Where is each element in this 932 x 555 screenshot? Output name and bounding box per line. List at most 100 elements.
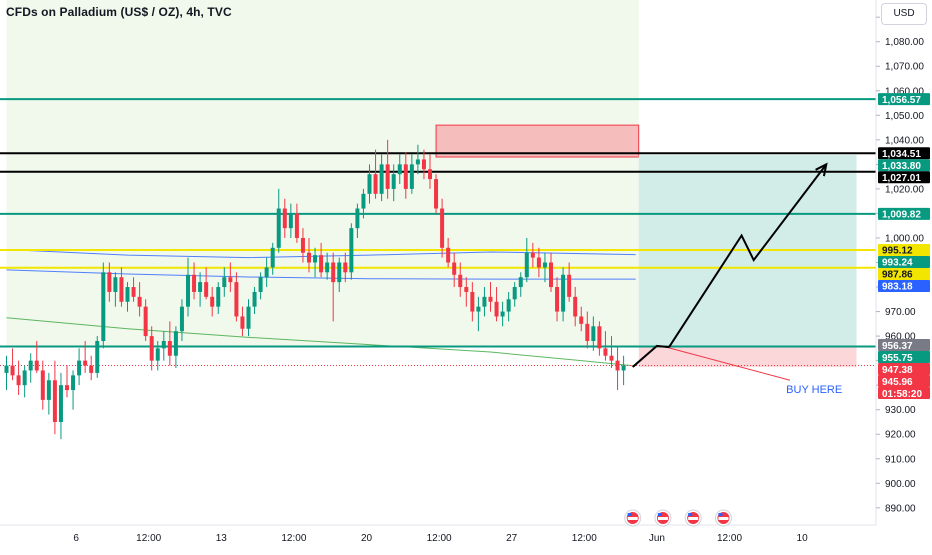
candle-body <box>22 370 27 386</box>
candle-body <box>95 341 100 373</box>
candle-body <box>137 296 142 307</box>
candle-body <box>240 316 245 329</box>
candle <box>131 277 136 302</box>
candle <box>167 321 172 366</box>
buy-here-label: BUY HERE <box>786 384 842 396</box>
price-label-box <box>878 243 930 256</box>
green-band <box>6 0 639 347</box>
candle <box>385 139 390 199</box>
time-tick-label: 12:00 <box>281 533 306 544</box>
economic-event-icon[interactable] <box>624 509 642 527</box>
price-label-tag: 987.86 <box>878 267 930 281</box>
price-label-box <box>878 159 930 172</box>
candle-body <box>361 193 366 209</box>
supply-zone <box>435 124 640 158</box>
candle-body <box>192 274 197 292</box>
candle-body <box>512 287 517 300</box>
candle-body <box>167 341 172 356</box>
candle <box>294 203 299 243</box>
price-label-box <box>878 147 930 160</box>
price-label-text: 983.18 <box>882 282 913 293</box>
candle-body <box>373 174 378 194</box>
price-label-tag: 1,009.82 <box>878 207 930 221</box>
candle-body <box>488 296 493 302</box>
price-label-box <box>878 93 930 106</box>
candle-body <box>319 255 324 273</box>
candle <box>488 282 493 312</box>
candle-body <box>161 341 166 349</box>
price-label-tag: 1,033.80 <box>878 159 930 172</box>
price-label-box <box>878 363 930 376</box>
candle-body <box>470 291 475 312</box>
candle <box>155 341 160 371</box>
economic-event-icon[interactable] <box>684 509 702 527</box>
candle <box>71 370 76 410</box>
candle <box>421 149 426 180</box>
candle <box>234 272 239 322</box>
candle-body <box>198 282 203 292</box>
price-tick-label: 890.00 <box>885 503 916 514</box>
price-label-box <box>878 387 930 400</box>
candle-body <box>282 208 287 229</box>
price-tick-label: 1,060.00 <box>885 86 924 97</box>
price-label-tag: 947.38 <box>878 363 930 376</box>
zones-layer <box>6 0 857 368</box>
price-label-box <box>878 255 930 268</box>
candle-body <box>307 252 311 263</box>
candle <box>361 188 366 219</box>
candle-body <box>409 164 414 189</box>
candle-body <box>385 164 390 189</box>
candle-body <box>349 228 354 273</box>
price-label-tag: 1,034.51 <box>878 147 930 160</box>
candle <box>137 282 142 317</box>
candle <box>561 267 566 322</box>
candle-body <box>40 370 45 400</box>
price-tick-label: 920.00 <box>885 430 916 441</box>
candle-body <box>337 262 342 283</box>
candle-body <box>4 365 9 373</box>
time-axis: 6 12:00 13 12:00 20 12:00 27 12:00 Jun 12:00 10 <box>73 509 809 544</box>
price-tick-label: 1,020.00 <box>885 184 924 195</box>
price-label-tag: 955.75 <box>878 351 930 364</box>
candle-body <box>549 262 553 288</box>
price-tick-label: 960.00 <box>885 332 916 343</box>
candle <box>186 257 190 317</box>
time-tick-label: 12:00 <box>572 533 597 544</box>
candle <box>567 262 572 302</box>
candle-body <box>16 375 21 386</box>
candle <box>228 262 233 292</box>
currency-selector[interactable]: USD <box>881 3 927 25</box>
candle-body <box>379 164 384 194</box>
candle <box>409 154 414 194</box>
economic-event-icon[interactable] <box>654 509 672 527</box>
candle <box>337 257 342 292</box>
candle <box>367 164 372 204</box>
candle-body <box>173 331 178 356</box>
price-label-text: 01:58:20 <box>882 389 922 400</box>
candle-body <box>107 272 112 292</box>
price-label-text: 993.24 <box>882 258 913 269</box>
candle <box>192 262 197 300</box>
price-label-text: 1,027.01 <box>882 173 921 184</box>
time-tick-label: 12:00 <box>136 533 161 544</box>
candle-body <box>131 287 136 297</box>
time-tick-label: 10 <box>797 533 809 544</box>
time-tick-label: 27 <box>506 533 518 544</box>
candle-body <box>500 311 505 317</box>
candle-body <box>65 385 69 391</box>
candle-body <box>542 262 547 268</box>
candle-body <box>300 237 305 253</box>
candle-body <box>204 282 209 297</box>
candle-body <box>397 164 402 175</box>
economic-event-icon[interactable] <box>714 509 732 527</box>
price-tick-label: 1,050.00 <box>885 111 924 122</box>
candle <box>603 331 608 361</box>
candle-body <box>446 247 451 263</box>
candle <box>58 372 63 440</box>
candle <box>16 360 21 395</box>
candle <box>397 154 402 184</box>
candle <box>524 237 529 283</box>
candle-body <box>83 360 88 366</box>
projection-path <box>632 163 828 368</box>
